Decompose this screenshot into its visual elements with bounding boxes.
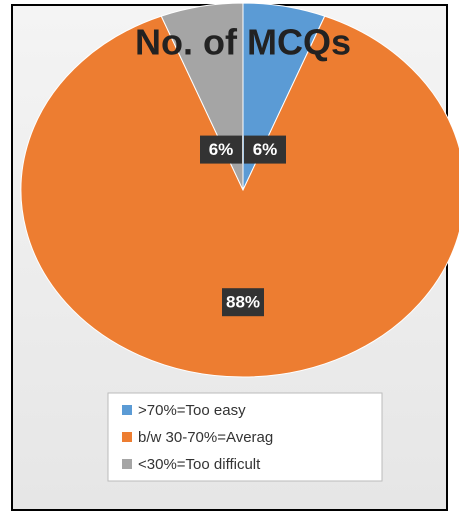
legend-swatch <box>122 459 132 469</box>
pie: 6% 88% 6% <box>20 2 459 378</box>
data-label: 6% <box>209 140 234 159</box>
chart-title: No. of MCQs <box>135 22 351 63</box>
legend-swatch <box>122 405 132 415</box>
legend-label: <30%=Too difficult <box>138 456 261 473</box>
data-label: 6% <box>253 140 278 159</box>
data-label-box <box>222 288 264 317</box>
legend-label: >70%=Too easy <box>138 402 246 419</box>
data-label-box <box>244 135 286 164</box>
data-label-box <box>200 135 242 164</box>
pie-slice <box>20 15 459 378</box>
legend-box <box>107 392 383 482</box>
legend: >70%=Too easy b/w 30-70%=Averag <30%=Too d… <box>122 402 273 473</box>
legend-label: b/w 30-70%=Averag <box>138 429 273 446</box>
data-label: 88% <box>226 293 260 312</box>
legend-swatch <box>122 432 132 442</box>
